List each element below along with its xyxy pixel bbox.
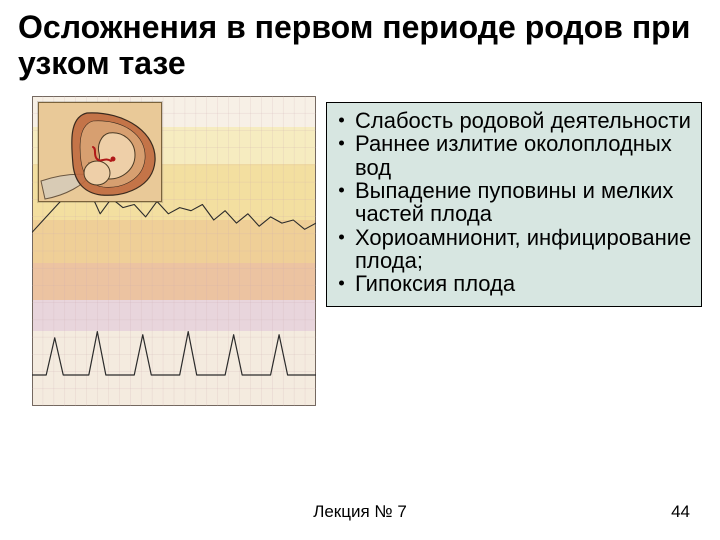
bullet-dot	[339, 281, 344, 286]
bullet-dot	[339, 118, 344, 123]
bullet-item: Выпадение пуповины и мелких частей плода	[337, 179, 693, 226]
fetus-inset	[38, 102, 162, 202]
bullet-item: Гипоксия плода	[337, 272, 693, 295]
bullet-item: Раннее излитие околоплодных вод	[337, 132, 693, 179]
page-number: 44	[671, 502, 690, 522]
footer-lecture: Лекция № 7	[0, 502, 720, 522]
bullet-text: Раннее излитие околоплодных вод	[355, 131, 672, 179]
bullet-item: Хориоамнионит, инфицирование плода;	[337, 226, 693, 273]
fetus-illustration	[39, 103, 163, 203]
page-title: Осложнения в первом периоде родов при уз…	[0, 0, 720, 86]
bullet-text: Гипоксия плода	[355, 271, 515, 296]
bullet-text: Выпадение пуповины и мелких частей плода	[355, 178, 673, 226]
ctg-figure	[32, 96, 316, 406]
bullet-dot	[339, 234, 344, 239]
bullet-panel: Слабость родовой деятельностиРаннее изли…	[326, 102, 702, 307]
bullet-text: Слабость родовой деятельности	[355, 108, 691, 133]
bullet-text: Хориоамнионит, инфицирование плода;	[355, 225, 691, 273]
bullet-dot	[339, 187, 344, 192]
bullet-list: Слабость родовой деятельностиРаннее изли…	[337, 109, 693, 296]
bullet-dot	[339, 141, 344, 146]
bullet-item: Слабость родовой деятельности	[337, 109, 693, 132]
